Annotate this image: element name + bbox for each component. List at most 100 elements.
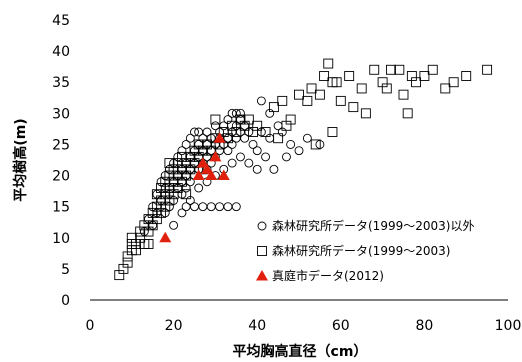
- circle-point: [269, 164, 279, 174]
- square-point: [277, 95, 288, 106]
- square-point: [323, 58, 334, 69]
- triangle-point: [217, 169, 230, 181]
- square-point: [461, 71, 472, 81]
- square-point: [402, 108, 413, 119]
- square-point: [319, 71, 330, 81]
- square-point: [419, 71, 430, 81]
- square-point: [131, 245, 141, 256]
- square-point: [302, 95, 313, 106]
- square-point: [306, 83, 317, 94]
- square-point: [181, 189, 192, 200]
- circle-point: [302, 133, 312, 143]
- square-point: [294, 89, 304, 100]
- square-point: [369, 64, 380, 75]
- square-point: [482, 64, 493, 75]
- x-axis-title: 平均胸高直径（cm）: [233, 343, 368, 360]
- triangle-point: [213, 132, 226, 143]
- y-tick-label: 0: [61, 293, 70, 309]
- square-point: [143, 239, 154, 249]
- circle-point: [169, 220, 179, 230]
- y-axis-title: 平均樹高(m): [12, 118, 29, 201]
- x-tick-label: 40: [248, 318, 266, 334]
- square-point: [231, 127, 242, 137]
- square-point: [335, 95, 346, 106]
- triangle-point: [205, 169, 218, 181]
- circle-point: [294, 146, 304, 156]
- circle-point: [256, 96, 266, 106]
- square-point: [427, 64, 438, 75]
- circle-point: [181, 139, 191, 149]
- square-point: [310, 139, 321, 150]
- circle-point: [244, 158, 254, 168]
- legend-marker-triangle: [256, 270, 268, 281]
- y-axis-ticks: 0 5 10 15 20 25 30 35 40 45: [52, 13, 70, 309]
- square-point: [285, 114, 296, 125]
- circle-point: [190, 127, 199, 137]
- square-point: [331, 77, 342, 88]
- square-point: [206, 145, 217, 156]
- square-point: [386, 64, 396, 75]
- square-point: [126, 232, 137, 243]
- square-point: [210, 114, 221, 125]
- circle-point: [282, 152, 291, 162]
- triangle-point: [192, 169, 205, 181]
- circle-point: [252, 164, 262, 174]
- square-point: [360, 108, 371, 119]
- circle-point: [252, 146, 262, 156]
- circle-point: [236, 152, 245, 162]
- legend-label: 森林研究所データ(1999～2003): [272, 243, 450, 258]
- y-tick-label: 5: [61, 262, 70, 278]
- square-point: [381, 83, 392, 94]
- x-axis-ticks: 0 20 40 60 80 100: [86, 318, 522, 334]
- square-point: [273, 133, 284, 144]
- triangle-point: [201, 163, 214, 174]
- circle-point: [185, 133, 195, 143]
- circle-point: [240, 133, 250, 143]
- y-tick-label: 20: [52, 169, 70, 185]
- square-point: [356, 83, 367, 94]
- square-point: [344, 71, 355, 81]
- legend-box: [250, 210, 505, 288]
- square-point: [448, 77, 459, 88]
- square-point: [222, 133, 233, 144]
- circle-point: [286, 139, 296, 149]
- y-tick-label: 40: [52, 44, 70, 60]
- x-tick-label: 0: [86, 318, 95, 334]
- circle-point: [227, 108, 237, 118]
- circle-point: [248, 139, 258, 149]
- circle-point: [223, 202, 233, 212]
- circle-point: [223, 146, 233, 156]
- square-point: [252, 120, 263, 131]
- data-points: [114, 58, 493, 281]
- x-tick-label: 80: [415, 318, 433, 334]
- legend: 森林研究所データ(1999～2003)以外森林研究所データ(1999～2003)…: [250, 210, 505, 288]
- circle-point: [194, 183, 204, 193]
- legend-marker-circle: [257, 221, 267, 231]
- y-tick-label: 35: [52, 75, 70, 91]
- y-tick-label: 10: [52, 231, 70, 247]
- circle-point: [227, 158, 237, 168]
- square-point: [243, 114, 254, 125]
- x-tick-label: 20: [165, 318, 183, 334]
- circle-point: [231, 202, 241, 212]
- square-point: [260, 127, 271, 137]
- square-point: [122, 257, 133, 268]
- y-tick-label: 15: [52, 200, 70, 216]
- y-tick-label: 25: [52, 137, 70, 153]
- legend-marker-square: [257, 246, 267, 256]
- legend-label: 森林研究所データ(1999～2003)以外: [272, 218, 474, 233]
- circle-point: [177, 146, 187, 156]
- square-point: [394, 64, 405, 75]
- circle-point: [206, 202, 216, 212]
- square-point: [268, 102, 279, 113]
- triangle-point: [209, 150, 222, 162]
- square-point: [398, 89, 409, 100]
- triangle-point: [159, 231, 172, 243]
- square-point: [327, 127, 338, 137]
- circle-point: [202, 127, 212, 137]
- square-point: [348, 102, 359, 113]
- square-point: [411, 77, 421, 88]
- circle-point: [261, 152, 271, 162]
- square-point: [314, 89, 325, 100]
